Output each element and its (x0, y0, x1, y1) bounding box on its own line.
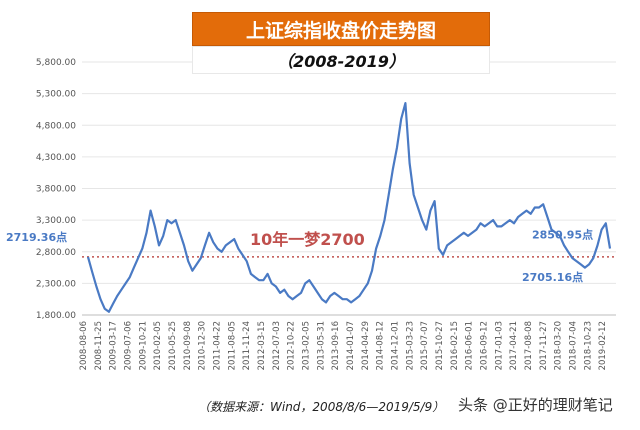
x-tick-label: 2009-10-21 (138, 321, 148, 370)
x-tick-label: 2016-06-01 (465, 321, 475, 370)
y-tick-label: 4,300.00 (36, 153, 76, 163)
x-tick-label: 2008-08-06 (79, 321, 89, 370)
x-tick-label: 2015-03-23 (405, 321, 415, 370)
x-tick-label: 2012-10-22 (287, 321, 297, 370)
x-tick-label: 2014-04-29 (361, 321, 371, 370)
x-tick-label: 2010-12-30 (198, 321, 208, 370)
source-note: （数据来源：Wind，2008/8/6—2019/5/9） (198, 400, 445, 414)
x-tick-label: 2011-04-22 (213, 321, 223, 370)
y-axis-tick-labels: 1,800.00 2,300.00 2,800.00 3,300.00 3,800.00… (36, 58, 76, 321)
headline-annotation: 10年一梦2700 (250, 230, 365, 249)
x-tick-label: 2019-02-12 (598, 321, 608, 370)
y-tick-label: 1,800.00 (36, 311, 76, 321)
x-tick-label: 2008-11-25 (94, 321, 104, 370)
x-tick-label: 2012-07-03 (272, 321, 282, 370)
x-tick-label: 2015-07-07 (420, 321, 430, 370)
y-tick-label: 5,300.00 (36, 90, 76, 100)
x-tick-label: 2014-08-12 (376, 321, 386, 370)
x-tick-label: 2017-04-21 (509, 321, 519, 370)
x-axis-tick-labels: 2008-08-06 2008-11-25 2009-03-17 2009-07-06… (79, 321, 608, 370)
y-tick-label: 3,300.00 (36, 216, 76, 226)
x-tick-label: 2011-11-24 (242, 321, 252, 370)
x-tick-label: 2017-08-08 (524, 321, 534, 370)
chart-subtitle: （2008-2019） (192, 46, 490, 74)
y-tick-label: 4,800.00 (36, 121, 76, 131)
x-tick-label: 2013-09-16 (331, 321, 341, 370)
x-tick-label: 2014-12-01 (391, 321, 401, 370)
x-tick-label: 2010-05-25 (168, 321, 178, 370)
end-value-label: 2850.95点 (532, 228, 593, 242)
y-tick-label: 2,300.00 (36, 279, 76, 289)
x-tick-label: 2014-01-07 (346, 321, 356, 370)
y-tick-label: 5,800.00 (36, 58, 76, 68)
x-tick-label: 2018-03-20 (554, 321, 564, 370)
x-tick-label: 2013-05-31 (316, 321, 326, 370)
x-tick-label: 2009-07-06 (124, 321, 134, 370)
x-tick-label: 2010-09-08 (183, 321, 193, 370)
watermark: 头条 @正好的理财笔记 (458, 396, 613, 414)
x-tick-label: 2018-10-23 (583, 321, 593, 370)
x-tick-label: 2016-02-15 (450, 321, 460, 370)
x-tick-label: 2009-03-17 (109, 321, 119, 370)
y-tick-label: 3,800.00 (36, 185, 76, 195)
recent-low-label: 2705.16点 (522, 270, 583, 284)
x-tick-label: 2011-08-05 (227, 321, 237, 370)
index-close-line (86, 102, 612, 313)
start-value-label: 2719.36点 (6, 230, 67, 244)
x-tick-label: 2012-03-15 (257, 321, 267, 370)
x-tick-label: 2010-02-05 (153, 321, 163, 370)
chart-title: 上证综指收盘价走势图 (192, 12, 490, 46)
x-tick-label: 2013-02-05 (302, 321, 312, 370)
y-tick-label: 2,800.00 (36, 248, 76, 258)
x-tick-label: 2018-07-04 (569, 321, 579, 370)
x-tick-label: 2016-09-12 (480, 321, 490, 370)
x-tick-label: 2015-10-27 (435, 321, 445, 370)
x-tick-label: 2017-11-27 (539, 321, 549, 370)
x-tick-label: 2017-01-03 (494, 321, 504, 370)
